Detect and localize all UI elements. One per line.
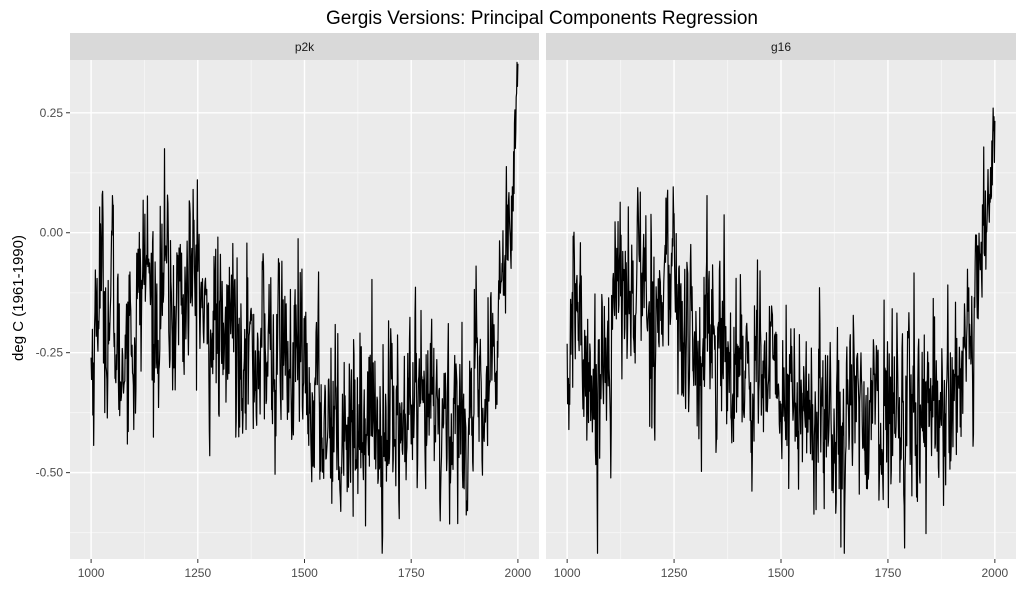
x-tick-label: 1250: [661, 566, 688, 580]
y-tick-label: -0.50: [36, 466, 64, 480]
facet-strip: [70, 33, 539, 60]
x-tick-label: 1750: [875, 566, 902, 580]
facet-strip-label: p2k: [295, 40, 315, 54]
panels: p2k 1000 1250 1500 1750 2000 0.25 0.00 -0.25 -0.5…: [36, 33, 1016, 580]
x-tick-label: 2000: [505, 566, 532, 580]
y-tick-label: -0.25: [36, 346, 64, 360]
y-tick-label: 0.25: [40, 106, 64, 120]
x-tick-label: 1000: [554, 566, 581, 580]
series-line-p2k: [90, 61, 519, 554]
series-line-g16: [566, 107, 996, 554]
chart-title: Gergis Versions: Principal Components Re…: [326, 8, 758, 29]
x-tick-label: 1500: [291, 566, 318, 580]
facet-strip: [546, 33, 1016, 60]
facet-strip-label: g16: [771, 40, 791, 54]
y-axis-label: deg C (1961-1990): [10, 235, 27, 361]
panel-g16: g16 1000 1250 1500 1750 2000: [546, 33, 1016, 580]
x-tick-label: 1750: [398, 566, 425, 580]
x-tick-label: 2000: [981, 566, 1008, 580]
x-tick-label: 1000: [78, 566, 105, 580]
x-tick-label: 1250: [184, 566, 211, 580]
y-tick-label: 0.00: [40, 226, 64, 240]
panel-p2k: p2k 1000 1250 1500 1750 2000 0.25 0.00 -0.25 -0.5…: [36, 33, 539, 580]
x-tick-label: 1500: [768, 566, 795, 580]
